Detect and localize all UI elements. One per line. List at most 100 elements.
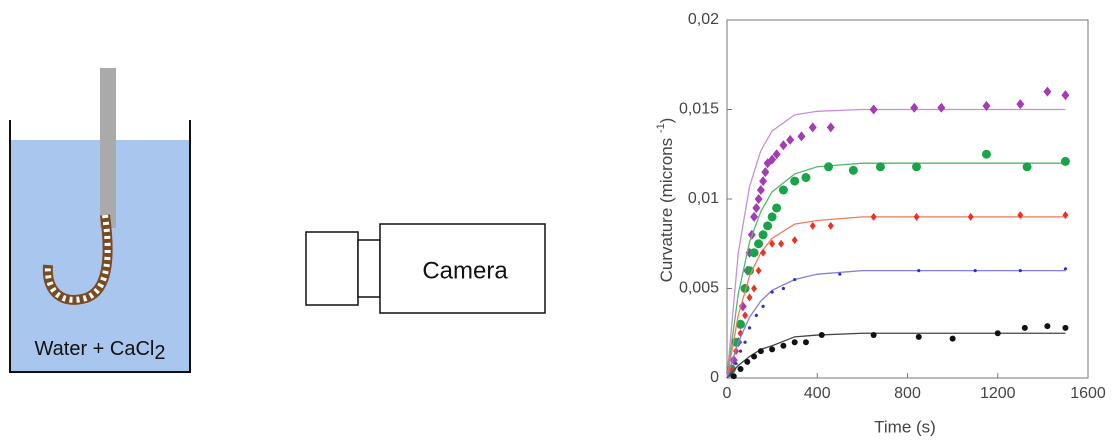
point <box>751 284 758 293</box>
point <box>791 339 798 346</box>
y-axis-label-text: Curvature (microns <box>657 133 676 282</box>
point <box>1017 211 1024 220</box>
fit-line <box>726 216 1066 379</box>
point <box>1018 269 1022 273</box>
point <box>754 194 763 204</box>
point <box>754 239 764 249</box>
y-tick-label: 0,02 <box>688 11 719 28</box>
point <box>755 266 762 275</box>
point <box>737 366 744 373</box>
point <box>738 349 743 353</box>
point <box>763 221 773 231</box>
point <box>917 269 921 273</box>
point <box>793 277 797 282</box>
y-tick-label: 0,015 <box>679 101 719 118</box>
point <box>730 373 737 380</box>
point <box>848 165 858 175</box>
x-tick-label: 1200 <box>980 385 1016 402</box>
point <box>915 333 922 340</box>
point <box>742 311 749 320</box>
point <box>759 176 768 187</box>
point <box>757 348 764 355</box>
point <box>790 176 800 186</box>
camera-body <box>379 223 546 314</box>
y-tick-label: 0,005 <box>679 280 719 297</box>
point <box>754 313 758 317</box>
point <box>780 342 787 349</box>
point <box>770 290 774 294</box>
point <box>967 212 974 221</box>
point <box>838 272 842 276</box>
point <box>750 211 759 222</box>
point <box>769 346 776 353</box>
point <box>869 104 878 115</box>
point <box>749 248 759 258</box>
fit-line <box>726 332 1066 379</box>
point <box>1061 90 1070 101</box>
point <box>761 167 770 178</box>
point <box>870 212 877 221</box>
point <box>937 102 946 113</box>
x-axis-label: Time (s) <box>874 417 936 436</box>
point <box>1063 267 1068 271</box>
point <box>826 122 835 133</box>
point <box>912 162 922 172</box>
point <box>1021 324 1028 331</box>
point <box>743 340 747 344</box>
point <box>778 185 788 195</box>
point <box>802 339 809 346</box>
point <box>734 362 738 366</box>
beaker <box>9 120 191 373</box>
point <box>756 185 765 196</box>
camera-label: Camera <box>422 257 508 284</box>
x-tick-label: 1600 <box>1070 385 1106 402</box>
point <box>870 332 877 339</box>
point <box>767 212 777 222</box>
y-axis-label-end: ) <box>657 118 676 124</box>
y-tick-label: 0 <box>710 369 719 386</box>
point <box>758 230 768 240</box>
point <box>801 173 811 183</box>
point <box>1062 211 1069 220</box>
point <box>1044 323 1051 330</box>
y-axis-label-superscript: -1 <box>655 123 667 133</box>
point <box>740 284 750 293</box>
plot-frame <box>726 19 1089 379</box>
fit-line <box>726 162 1066 379</box>
fit-line <box>726 269 1066 379</box>
point <box>808 122 817 133</box>
point <box>744 358 751 365</box>
point <box>747 326 752 330</box>
point <box>768 154 777 165</box>
point <box>875 162 885 172</box>
point <box>910 102 919 113</box>
point <box>982 100 991 111</box>
beaker-label: Water + CaCl2 <box>35 338 166 364</box>
point <box>760 248 767 257</box>
camera-lens <box>305 231 359 306</box>
point <box>981 149 991 159</box>
point <box>827 221 834 230</box>
y-axis-label: Curvature (microns -1) <box>655 118 677 283</box>
point <box>746 293 753 302</box>
point <box>772 203 782 213</box>
point <box>973 269 977 273</box>
point <box>786 134 795 145</box>
point <box>824 162 834 172</box>
point <box>736 319 746 329</box>
filament-segments <box>44 214 111 303</box>
point <box>913 212 920 221</box>
point <box>791 236 798 245</box>
x-tick-label: 0 <box>723 385 732 402</box>
point <box>779 140 788 151</box>
point <box>769 239 776 248</box>
fit-line <box>726 108 1066 379</box>
beaker-label-subscript: 2 <box>154 342 165 364</box>
point <box>778 239 785 248</box>
point <box>797 131 806 142</box>
point <box>761 304 765 308</box>
point <box>1062 324 1069 331</box>
point <box>1022 162 1032 172</box>
point <box>1060 156 1070 166</box>
